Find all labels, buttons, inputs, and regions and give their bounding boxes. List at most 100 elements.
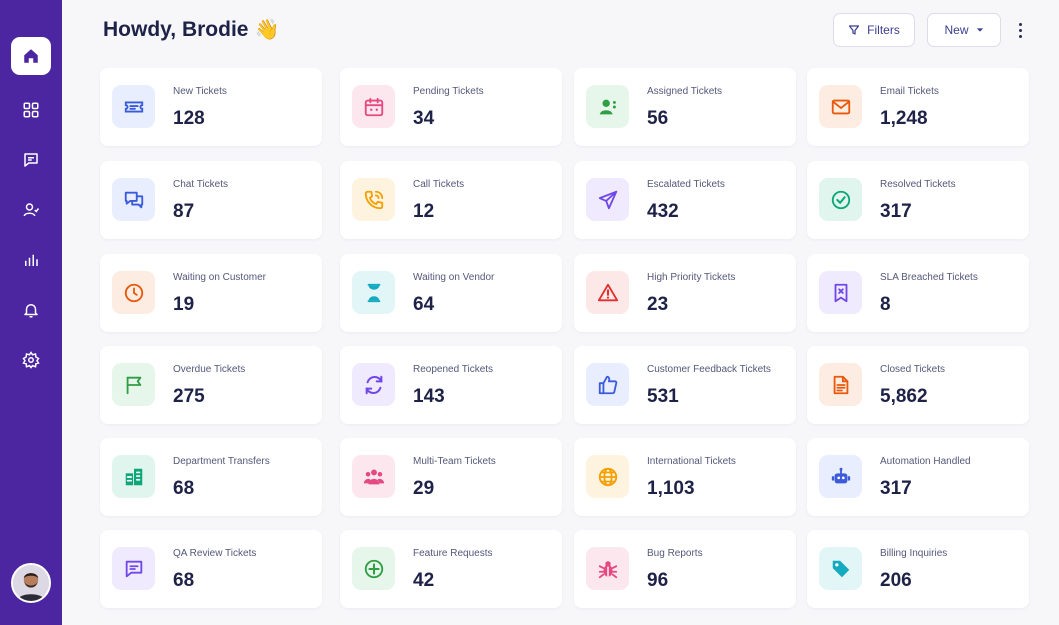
ticket-card[interactable]: Email Tickets 1,248 xyxy=(807,68,1029,146)
user-avatar-image xyxy=(13,565,49,601)
ticket-card[interactable]: High Priority Tickets 23 xyxy=(574,254,796,332)
message-review-icon xyxy=(125,560,142,577)
filter-icon xyxy=(849,25,860,35)
bar-chart-icon xyxy=(25,254,38,266)
sidebar-item-contacts[interactable] xyxy=(11,191,51,229)
ticket-card-label: Closed Tickets xyxy=(880,364,946,375)
ticket-card[interactable]: Waiting on Customer 19 xyxy=(100,254,322,332)
ticket-card[interactable]: QA Review Tickets 68 xyxy=(100,530,322,608)
ticket-card-icon-box xyxy=(112,85,155,128)
page-title: Howdy, Brodie 👋 xyxy=(103,17,279,42)
ticket-card[interactable]: Chat Tickets 87 xyxy=(100,161,322,239)
ticket-card[interactable]: Call Tickets 12 xyxy=(340,161,562,239)
ticket-card-label: QA Review Tickets xyxy=(173,548,257,559)
ticket-card[interactable]: New Tickets 128 xyxy=(100,68,322,146)
ticket-card-icon-box xyxy=(819,271,862,314)
plus-circle-icon xyxy=(364,559,383,578)
ticket-card-icon-box xyxy=(352,455,395,498)
ticket-card-icon-box xyxy=(112,363,155,406)
ticket-card[interactable]: Pending Tickets 34 xyxy=(340,68,562,146)
sidebar-item-dashboard[interactable] xyxy=(11,91,51,129)
ticket-card[interactable]: Reopened Tickets 143 xyxy=(340,346,562,424)
check-circle-icon xyxy=(831,190,850,209)
ticket-card-value: 206 xyxy=(880,570,912,591)
bug-icon xyxy=(598,560,617,578)
warning-icon xyxy=(597,283,618,301)
ticket-card[interactable]: Escalated Tickets 432 xyxy=(574,161,796,239)
ticket-card-icon-box xyxy=(352,85,395,128)
document-icon xyxy=(833,375,848,394)
ticket-card-value: 96 xyxy=(647,570,669,591)
team-icon xyxy=(363,468,384,484)
sidebar-item-settings[interactable] xyxy=(11,341,51,379)
ticket-card-value: 23 xyxy=(647,294,669,315)
ticket-card-value: 5,862 xyxy=(880,386,928,407)
robot-icon xyxy=(831,467,850,483)
sidebar-item-reports[interactable] xyxy=(11,241,51,279)
ticket-card-label: Overdue Tickets xyxy=(173,364,246,375)
ticket-card-icon-box xyxy=(586,547,629,590)
ticket-card[interactable]: Overdue Tickets 275 xyxy=(100,346,322,424)
ticket-card-label: Bug Reports xyxy=(647,548,703,559)
ticket-card[interactable]: Resolved Tickets 317 xyxy=(807,161,1029,239)
new-label: New xyxy=(944,23,969,37)
filters-label: Filters xyxy=(867,23,900,37)
ticket-card-label: SLA Breached Tickets xyxy=(880,272,978,283)
ticket-card[interactable]: Waiting on Vendor 64 xyxy=(340,254,562,332)
ticket-card-icon-box xyxy=(352,363,395,406)
refresh-icon xyxy=(365,375,382,394)
ticket-card[interactable]: Customer Feedback Tickets 531 xyxy=(574,346,796,424)
filters-button[interactable]: Filters xyxy=(833,13,915,47)
ticket-card-value: 34 xyxy=(413,108,435,129)
ticket-card-label: Call Tickets xyxy=(413,179,465,190)
phone-icon xyxy=(364,190,383,209)
ticket-card-value: 42 xyxy=(413,570,435,591)
ticket-card[interactable]: Assigned Tickets 56 xyxy=(574,68,796,146)
user-assigned-icon xyxy=(599,99,616,114)
ticket-card[interactable]: Bug Reports 96 xyxy=(574,530,796,608)
ticket-card-value: 531 xyxy=(647,386,679,407)
ticket-card-icon-box xyxy=(586,363,629,406)
user-icon xyxy=(23,203,40,217)
ticket-card-icon-box xyxy=(819,363,862,406)
ticket-card-label: Pending Tickets xyxy=(413,86,484,97)
ticket-card[interactable]: Billing Inquiries 206 xyxy=(807,530,1029,608)
ticket-card[interactable]: Closed Tickets 5,862 xyxy=(807,346,1029,424)
ticket-card[interactable]: Feature Requests 42 xyxy=(340,530,562,608)
sidebar-item-notifications[interactable] xyxy=(11,291,51,329)
wave-emoji: 👋 xyxy=(254,19,280,41)
ticket-card[interactable]: SLA Breached Tickets 8 xyxy=(807,254,1029,332)
ticket-card-value: 432 xyxy=(647,201,679,222)
ticket-card-value: 64 xyxy=(413,294,435,315)
more-options-icon[interactable] xyxy=(1011,20,1029,40)
ticket-card[interactable]: Department Transfers 68 xyxy=(100,438,322,516)
ticket-card-icon-box xyxy=(112,455,155,498)
avatar[interactable] xyxy=(11,563,51,603)
ticket-card-icon-box xyxy=(819,178,862,221)
bookmark-x-icon xyxy=(834,283,847,302)
sidebar-item-conversations[interactable] xyxy=(11,141,51,179)
ticket-card-icon-box xyxy=(819,85,862,128)
ticket-card-value: 68 xyxy=(173,478,195,499)
ticket-card-value: 317 xyxy=(880,478,912,499)
ticket-card[interactable]: International Tickets 1,103 xyxy=(574,438,796,516)
ticket-card[interactable]: Multi-Team Tickets 29 xyxy=(340,438,562,516)
ticket-card-value: 87 xyxy=(173,201,195,222)
ticket-card-label: Email Tickets xyxy=(880,86,939,97)
building-icon xyxy=(125,468,142,485)
ticket-card-icon-box xyxy=(586,85,629,128)
sidebar-item-home[interactable] xyxy=(11,37,51,75)
ticket-card-value: 12 xyxy=(413,201,435,222)
ticket-card[interactable]: Automation Handled 317 xyxy=(807,438,1029,516)
grid-icon xyxy=(23,102,39,118)
ticket-card-label: Waiting on Vendor xyxy=(413,272,495,283)
ticket-card-value: 317 xyxy=(880,201,912,222)
tag-icon xyxy=(832,560,849,577)
ticket-card-icon-box xyxy=(112,271,155,314)
new-button[interactable]: New xyxy=(927,13,1001,47)
ticket-card-value: 1,103 xyxy=(647,478,695,499)
ticket-card-icon-box xyxy=(352,271,395,314)
sidebar xyxy=(0,0,62,625)
ticket-card-icon-box xyxy=(586,178,629,221)
ticket-card-label: Assigned Tickets xyxy=(647,86,723,97)
